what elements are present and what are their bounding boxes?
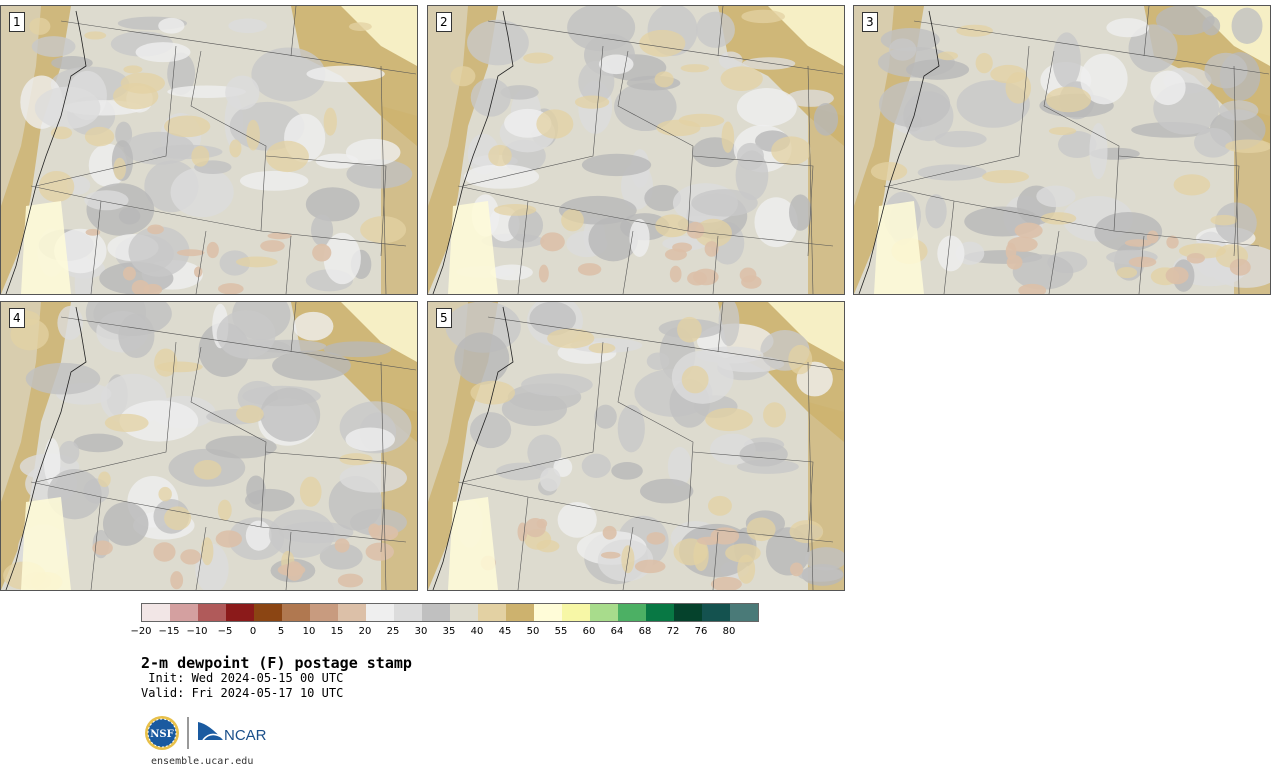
colorbar-tick-label: 20 (358, 626, 372, 637)
colorbar-tick-label: 50 (526, 626, 540, 637)
colorbar-tick-label: 80 (722, 626, 736, 637)
colorbar-segment (506, 604, 534, 621)
footer-url: ensemble.ucar.edu (151, 756, 254, 767)
colorbar-tick-label: −5 (217, 626, 233, 637)
colorbar-segment (310, 604, 338, 621)
colorbar-tick-label: 40 (470, 626, 484, 637)
colorbar-tick-label: 60 (582, 626, 596, 637)
colorbar-tick-label: 10 (302, 626, 316, 637)
colorbar-tick-label: 30 (414, 626, 428, 637)
ncar-logo-icon: NCAR (198, 722, 267, 744)
panel-number-label: 4 (9, 308, 25, 328)
map-panel-5: 5 (427, 301, 845, 591)
colorbar-segment (366, 604, 394, 621)
dewpoint-map (428, 6, 844, 294)
colorbar-segment (562, 604, 590, 621)
colorbar-tick-label: 76 (694, 626, 708, 637)
colorbar (141, 603, 759, 622)
colorbar-tick-label: 25 (386, 626, 400, 637)
panel-number-label: 3 (862, 12, 878, 32)
colorbar-tick-label: 68 (638, 626, 652, 637)
dewpoint-map (854, 6, 1270, 294)
colorbar-tick-label: −15 (158, 626, 180, 637)
colorbar-tick-label: 64 (610, 626, 624, 637)
map-panel-3: 3 (853, 5, 1271, 295)
colorbar-segment (282, 604, 310, 621)
dewpoint-map (1, 302, 417, 590)
colorbar-tick-labels: −20 −15 −10 −5 0 5 10 15 20 25 30 35 40 45 50 55 60 64 68 7… (130, 626, 781, 640)
colorbar-tick-label: 0 (249, 626, 257, 637)
colorbar-segment (254, 604, 282, 621)
colorbar-segment (450, 604, 478, 621)
panel-number-label: 2 (436, 12, 452, 32)
colorbar-tick-label: −20 (130, 626, 152, 637)
colorbar-segment (422, 604, 450, 621)
colorbar-segment (198, 604, 226, 621)
sponsor-logos: NSF NCAR (145, 716, 267, 750)
colorbar-segment (226, 604, 254, 621)
colorbar-segment (674, 604, 702, 621)
colorbar-tick-label: 15 (330, 626, 344, 637)
svg-text:NSF: NSF (150, 729, 173, 740)
colorbar-tick-label: 35 (442, 626, 456, 637)
colorbar-segment (394, 604, 422, 621)
colorbar-segment (702, 604, 730, 621)
colorbar-segment (170, 604, 198, 621)
colorbar-segment (618, 604, 646, 621)
colorbar-tick-label: 72 (666, 626, 680, 637)
colorbar-segment (338, 604, 366, 621)
map-panel-1: 1 (0, 5, 418, 295)
map-panel-4: 4 (0, 301, 418, 591)
colorbar-tick-label: 55 (554, 626, 568, 637)
colorbar-segment (142, 604, 170, 621)
dewpoint-map (428, 302, 844, 590)
init-time: Init: Wed 2024-05-15 00 UTC (141, 671, 344, 685)
colorbar-tick-label: 45 (498, 626, 512, 637)
nsf-logo-icon: NSF (145, 716, 179, 750)
dewpoint-map (1, 6, 417, 294)
panel-number-label: 5 (436, 308, 452, 328)
colorbar-segment (534, 604, 562, 621)
colorbar-segment (478, 604, 506, 621)
colorbar-segment (730, 604, 758, 621)
map-panel-2: 2 (427, 5, 845, 295)
colorbar-tick-label: 5 (277, 626, 285, 637)
colorbar-segment (646, 604, 674, 621)
panel-number-label: 1 (9, 12, 25, 32)
svg-text:NCAR: NCAR (224, 727, 267, 744)
valid-time: Valid: Fri 2024-05-17 10 UTC (141, 686, 344, 700)
chart-title: 2-m dewpoint (F) postage stamp (141, 654, 412, 672)
colorbar-segment (590, 604, 618, 621)
colorbar-tick-label: −10 (186, 626, 208, 637)
